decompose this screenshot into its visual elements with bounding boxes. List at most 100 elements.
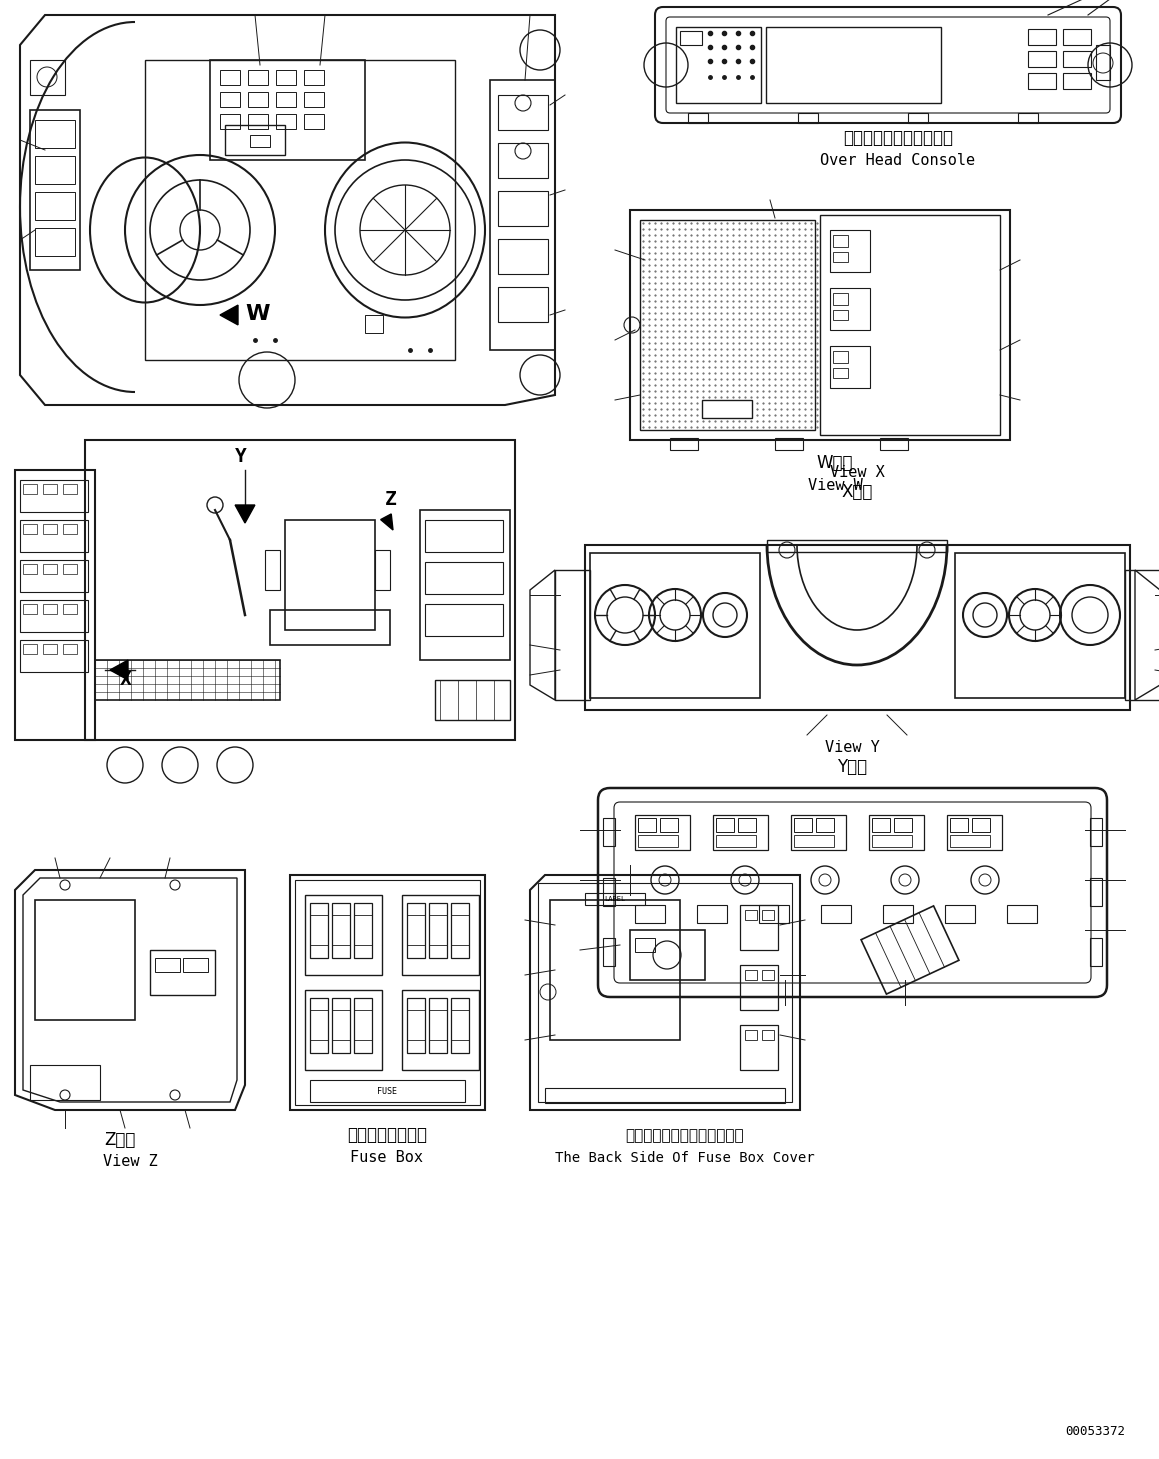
Bar bbox=[833, 293, 848, 305]
Bar bbox=[276, 70, 296, 85]
Text: Z　視: Z 視 bbox=[104, 1131, 136, 1150]
Bar bbox=[680, 31, 702, 45]
Bar bbox=[670, 438, 698, 449]
Bar bbox=[1125, 570, 1159, 700]
Bar bbox=[498, 239, 548, 274]
Bar bbox=[833, 252, 848, 263]
Bar bbox=[30, 60, 65, 95]
Bar bbox=[150, 950, 216, 995]
Bar bbox=[30, 109, 80, 270]
Bar bbox=[63, 524, 76, 534]
Bar bbox=[23, 484, 37, 495]
Bar bbox=[63, 484, 76, 495]
Bar bbox=[425, 562, 503, 594]
Bar bbox=[220, 70, 240, 85]
Bar bbox=[407, 998, 425, 1053]
Bar bbox=[716, 835, 756, 848]
Bar bbox=[713, 816, 768, 851]
Bar bbox=[296, 880, 480, 1104]
Bar bbox=[659, 818, 678, 832]
Bar bbox=[761, 910, 774, 921]
Bar bbox=[603, 938, 615, 966]
Text: 00053372: 00053372 bbox=[1065, 1425, 1125, 1439]
Bar bbox=[63, 643, 76, 654]
Bar bbox=[766, 28, 941, 104]
Bar bbox=[635, 938, 655, 953]
Bar bbox=[630, 210, 1009, 441]
Bar bbox=[794, 835, 834, 848]
Bar bbox=[429, 998, 447, 1053]
Bar bbox=[35, 156, 75, 184]
Bar bbox=[270, 610, 389, 645]
Text: Over Head Console: Over Head Console bbox=[821, 153, 976, 168]
Text: オーバヘッドコンソール: オーバヘッドコンソール bbox=[843, 128, 953, 147]
Bar bbox=[305, 894, 382, 975]
Bar bbox=[276, 114, 296, 128]
Bar bbox=[15, 470, 95, 740]
Bar bbox=[451, 903, 469, 959]
Bar bbox=[20, 641, 88, 673]
Bar bbox=[30, 1065, 100, 1100]
Bar bbox=[365, 315, 382, 333]
Bar bbox=[425, 519, 503, 552]
Bar bbox=[304, 70, 325, 85]
Bar bbox=[20, 560, 88, 592]
Bar bbox=[816, 818, 834, 832]
Bar bbox=[225, 125, 285, 155]
Bar bbox=[35, 193, 75, 220]
Bar bbox=[830, 231, 870, 271]
Text: The Back Side Of Fuse Box Cover: The Back Side Of Fuse Box Cover bbox=[555, 1151, 815, 1164]
Bar bbox=[331, 998, 350, 1053]
Bar bbox=[739, 905, 778, 950]
Bar bbox=[498, 191, 548, 226]
Bar bbox=[155, 959, 180, 972]
Bar bbox=[20, 600, 88, 632]
Bar bbox=[833, 235, 848, 247]
Bar bbox=[1018, 112, 1038, 123]
Bar bbox=[585, 893, 646, 905]
Bar bbox=[745, 970, 757, 980]
Bar bbox=[43, 565, 57, 573]
Bar bbox=[331, 903, 350, 959]
Bar bbox=[702, 400, 752, 417]
Bar bbox=[407, 903, 425, 959]
Bar bbox=[761, 1030, 774, 1040]
Bar bbox=[95, 659, 280, 700]
Bar bbox=[761, 970, 774, 980]
Bar bbox=[872, 835, 912, 848]
Bar bbox=[738, 818, 756, 832]
Bar bbox=[775, 438, 803, 449]
Text: W: W bbox=[245, 303, 270, 324]
Bar bbox=[420, 511, 510, 659]
Bar bbox=[945, 905, 975, 924]
Bar bbox=[451, 998, 469, 1053]
Bar bbox=[640, 220, 815, 430]
Bar bbox=[555, 570, 590, 700]
Bar bbox=[880, 438, 907, 449]
Text: Y　視: Y 視 bbox=[837, 759, 867, 776]
Bar bbox=[833, 352, 848, 363]
Bar bbox=[1007, 905, 1037, 924]
Text: View W: View W bbox=[808, 479, 862, 493]
Bar bbox=[145, 60, 455, 360]
Bar bbox=[20, 519, 88, 552]
Bar bbox=[1089, 878, 1102, 906]
Bar bbox=[250, 136, 270, 147]
Bar bbox=[490, 80, 555, 350]
Text: Y: Y bbox=[235, 446, 247, 465]
Bar bbox=[304, 92, 325, 107]
Bar bbox=[43, 524, 57, 534]
Bar bbox=[830, 287, 870, 330]
Bar bbox=[794, 818, 812, 832]
Bar bbox=[688, 112, 708, 123]
Bar bbox=[637, 818, 656, 832]
Bar bbox=[883, 905, 913, 924]
Bar bbox=[265, 550, 280, 589]
Bar bbox=[1063, 29, 1091, 45]
Text: X: X bbox=[121, 670, 132, 689]
Bar bbox=[1028, 29, 1056, 45]
Bar bbox=[1089, 818, 1102, 846]
Polygon shape bbox=[235, 505, 255, 522]
Bar bbox=[35, 900, 134, 1020]
Bar bbox=[716, 818, 734, 832]
